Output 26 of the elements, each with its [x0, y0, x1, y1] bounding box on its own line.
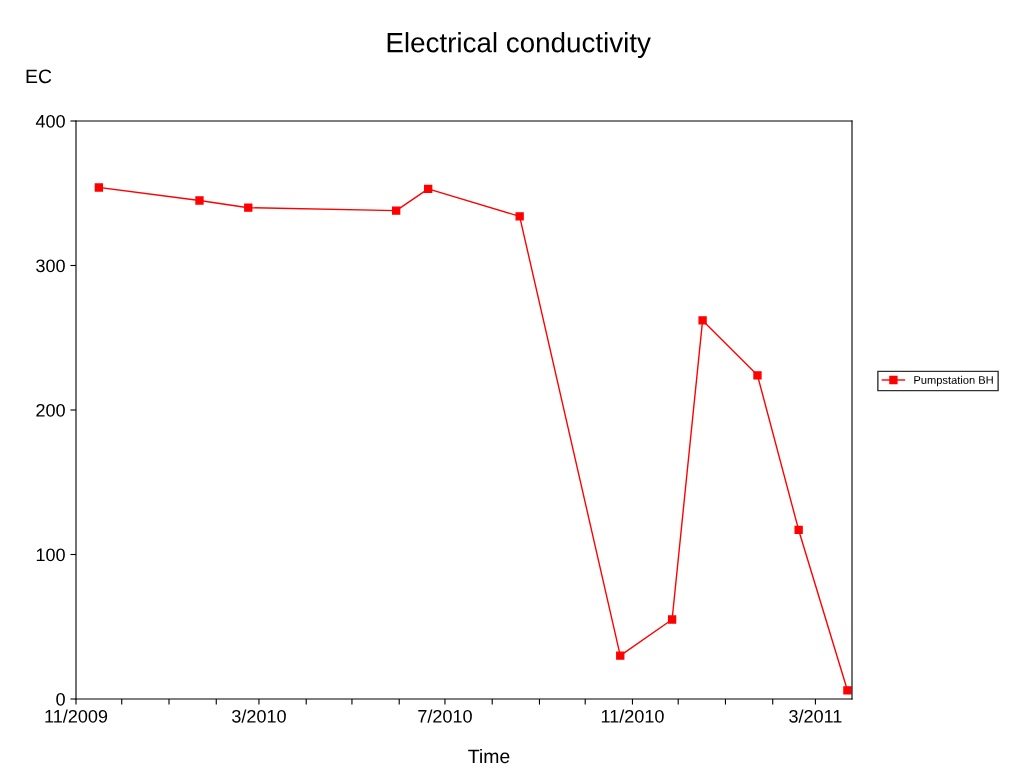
y-tick-label: 300: [36, 259, 65, 273]
point: [94, 183, 104, 192]
y-tick-label: 0: [56, 692, 65, 706]
point: [515, 212, 524, 221]
point: [195, 196, 204, 205]
x-tick-label: 3/2010: [232, 709, 286, 723]
point: [667, 615, 677, 624]
y-axis-title: EC: [26, 69, 52, 84]
legend-label: Pumpstation BH: [914, 375, 993, 387]
point: [794, 525, 803, 535]
point: [391, 206, 401, 215]
x-tick-label: 11/2010: [601, 709, 664, 723]
chart-title: Electrical conductivity: [387, 32, 651, 58]
point: [843, 686, 852, 695]
point: [753, 371, 762, 380]
point: [244, 203, 253, 212]
x-tick-label: 11/2009: [45, 709, 108, 723]
x-tick-label: 3/2011: [789, 709, 842, 723]
y-tick-label: 100: [36, 548, 65, 562]
point: [698, 316, 707, 325]
y-tick-label: 200: [36, 403, 65, 417]
point: [424, 184, 433, 194]
point: [616, 651, 625, 660]
y-tick-label: 400: [35, 114, 65, 128]
x-axis-title: Time: [468, 748, 510, 764]
x-tick-label: 7/2010: [418, 709, 472, 723]
